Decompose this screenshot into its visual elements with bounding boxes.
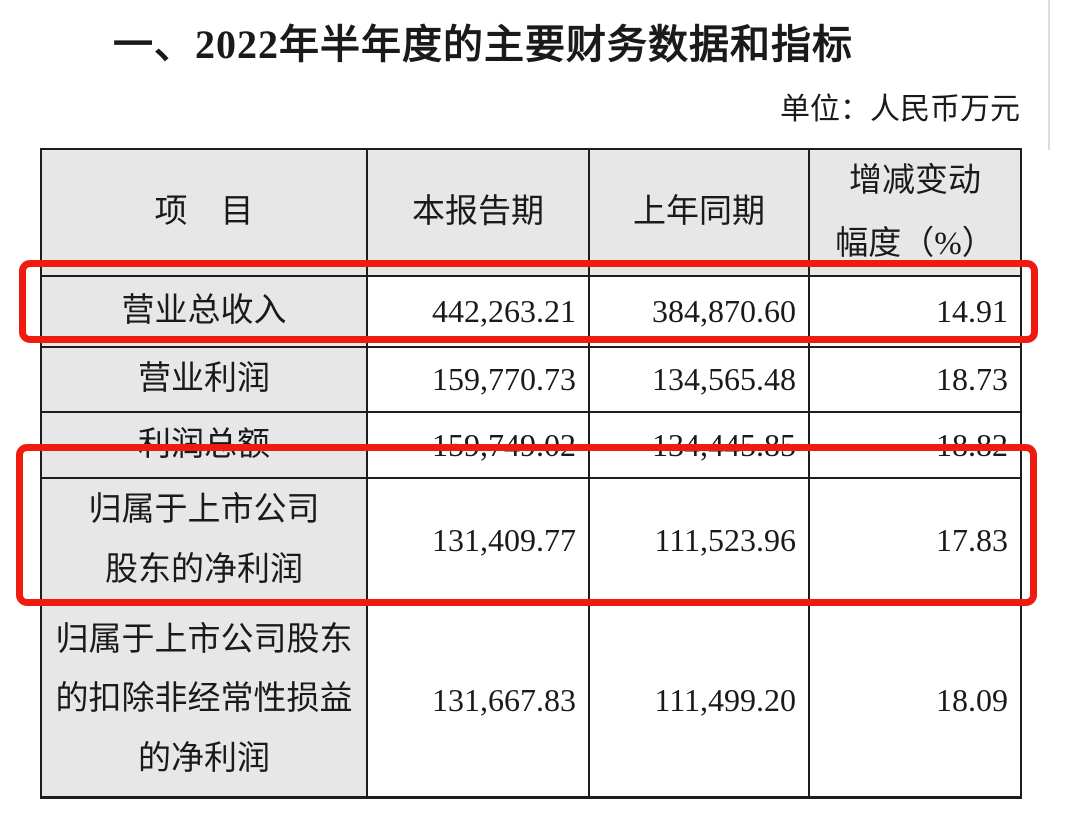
page-title: 一、2022年半年度的主要财务数据和指标 xyxy=(113,22,853,67)
table-row-net-profit-excl-nonrecurring: 归属于上市公司股东 的扣除非经常性损益 的净利润 131,667.83 111,… xyxy=(40,602,1022,799)
row-change-value: 18.73 xyxy=(808,346,1022,414)
row-change-value: 18.09 xyxy=(808,602,1022,799)
row-current-value: 159,749.02 xyxy=(366,411,590,480)
header-current-period: 本报告期 xyxy=(366,147,590,278)
row-change-value: 14.91 xyxy=(808,275,1022,349)
header-change-percent: 增减变动 幅度（%） xyxy=(808,147,1022,278)
row-item-label: 归属于上市公司股东 的扣除非经常性损益 的净利润 xyxy=(40,602,368,799)
row-current-value: 159,770.73 xyxy=(366,346,590,414)
row-prior-value: 134,565.48 xyxy=(588,346,810,414)
table-row-operating-profit: 营业利润 159,770.73 134,565.48 18.73 xyxy=(40,346,1022,414)
table-row-total-profit: 利润总额 159,749.02 134,445.85 18.82 xyxy=(40,411,1022,480)
row-prior-value: 111,523.96 xyxy=(588,477,810,605)
row-prior-value: 384,870.60 xyxy=(588,275,810,349)
page-edge-line xyxy=(1048,0,1050,150)
row-item-label: 利润总额 xyxy=(40,411,368,480)
header-item: 项 目 xyxy=(40,147,368,278)
row-prior-value: 111,499.20 xyxy=(588,602,810,799)
table-row-total-revenue: 营业总收入 442,263.21 384,870.60 14.91 xyxy=(40,275,1022,349)
row-current-value: 442,263.21 xyxy=(366,275,590,349)
table-row-net-profit-attributable: 归属于上市公司 股东的净利润 131,409.77 111,523.96 17.… xyxy=(40,477,1022,605)
row-current-value: 131,409.77 xyxy=(366,477,590,605)
row-item-label: 营业总收入 xyxy=(40,275,368,349)
table-header-row: 项 目 本报告期 上年同期 增减变动 幅度（%） xyxy=(40,147,1022,278)
unit-note: 单位：人民币万元 xyxy=(780,93,1020,126)
header-prior-period: 上年同期 xyxy=(588,147,810,278)
row-change-value: 18.82 xyxy=(808,411,1022,480)
row-prior-value: 134,445.85 xyxy=(588,411,810,480)
financial-data-table: 项 目 本报告期 上年同期 增减变动 幅度（%） 营业总收入 442,263.2… xyxy=(40,147,1022,799)
row-change-value: 17.83 xyxy=(808,477,1022,605)
row-current-value: 131,667.83 xyxy=(366,602,590,799)
row-item-label: 归属于上市公司 股东的净利润 xyxy=(40,477,368,605)
row-item-label: 营业利润 xyxy=(40,346,368,414)
